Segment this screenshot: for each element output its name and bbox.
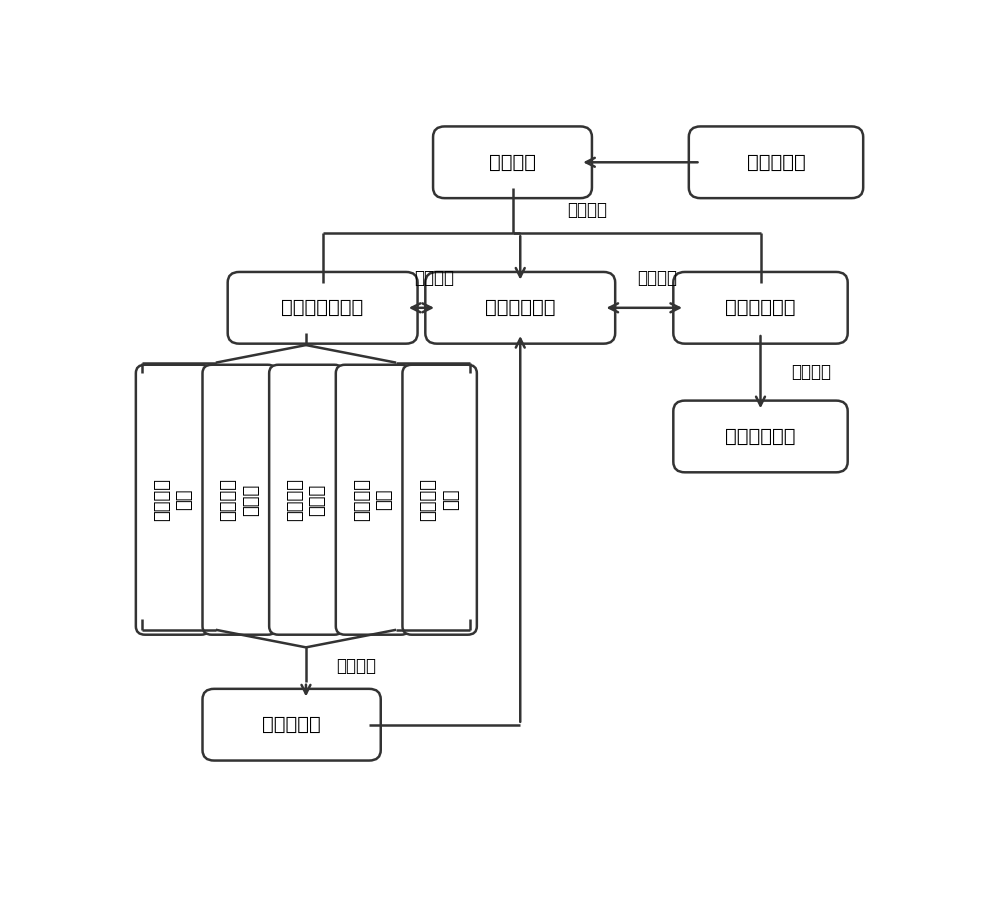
Text: 直接驱动: 直接驱动 bbox=[792, 363, 832, 381]
Text: 定区控温模块: 定区控温模块 bbox=[725, 299, 796, 318]
FancyBboxPatch shape bbox=[202, 365, 277, 635]
FancyBboxPatch shape bbox=[269, 365, 344, 635]
FancyBboxPatch shape bbox=[228, 272, 418, 343]
FancyBboxPatch shape bbox=[136, 365, 210, 635]
FancyBboxPatch shape bbox=[202, 688, 381, 761]
Text: 数据整合模块: 数据整合模块 bbox=[485, 299, 556, 318]
Text: 电性连接: 电性连接 bbox=[637, 269, 677, 288]
Text: 光波分复
模块: 光波分复 模块 bbox=[153, 478, 193, 521]
Text: 节点温度: 节点温度 bbox=[336, 657, 376, 676]
Text: 光信号处理模组: 光信号处理模组 bbox=[282, 299, 364, 318]
FancyBboxPatch shape bbox=[689, 126, 863, 198]
Text: 中央主板: 中央主板 bbox=[489, 152, 536, 172]
Text: 电性连接: 电性连接 bbox=[567, 201, 607, 219]
FancyBboxPatch shape bbox=[402, 365, 477, 635]
Text: 不间断电源: 不间断电源 bbox=[747, 152, 805, 172]
Text: 温度拟合
模块: 温度拟合 模块 bbox=[353, 478, 393, 521]
FancyBboxPatch shape bbox=[336, 365, 410, 635]
Text: 光信号发
射模块: 光信号发 射模块 bbox=[220, 478, 260, 521]
Text: 电性连接: 电性连接 bbox=[414, 269, 454, 288]
Text: 光信号接
收模块: 光信号接 收模块 bbox=[286, 478, 326, 521]
FancyBboxPatch shape bbox=[425, 272, 615, 343]
FancyBboxPatch shape bbox=[673, 272, 848, 343]
Text: 温度校正
模块: 温度校正 模块 bbox=[420, 478, 460, 521]
Text: 光纤传感器: 光纤传感器 bbox=[262, 715, 321, 734]
Text: 温度校正模块: 温度校正模块 bbox=[725, 427, 796, 446]
FancyBboxPatch shape bbox=[673, 401, 848, 472]
FancyBboxPatch shape bbox=[433, 126, 592, 198]
